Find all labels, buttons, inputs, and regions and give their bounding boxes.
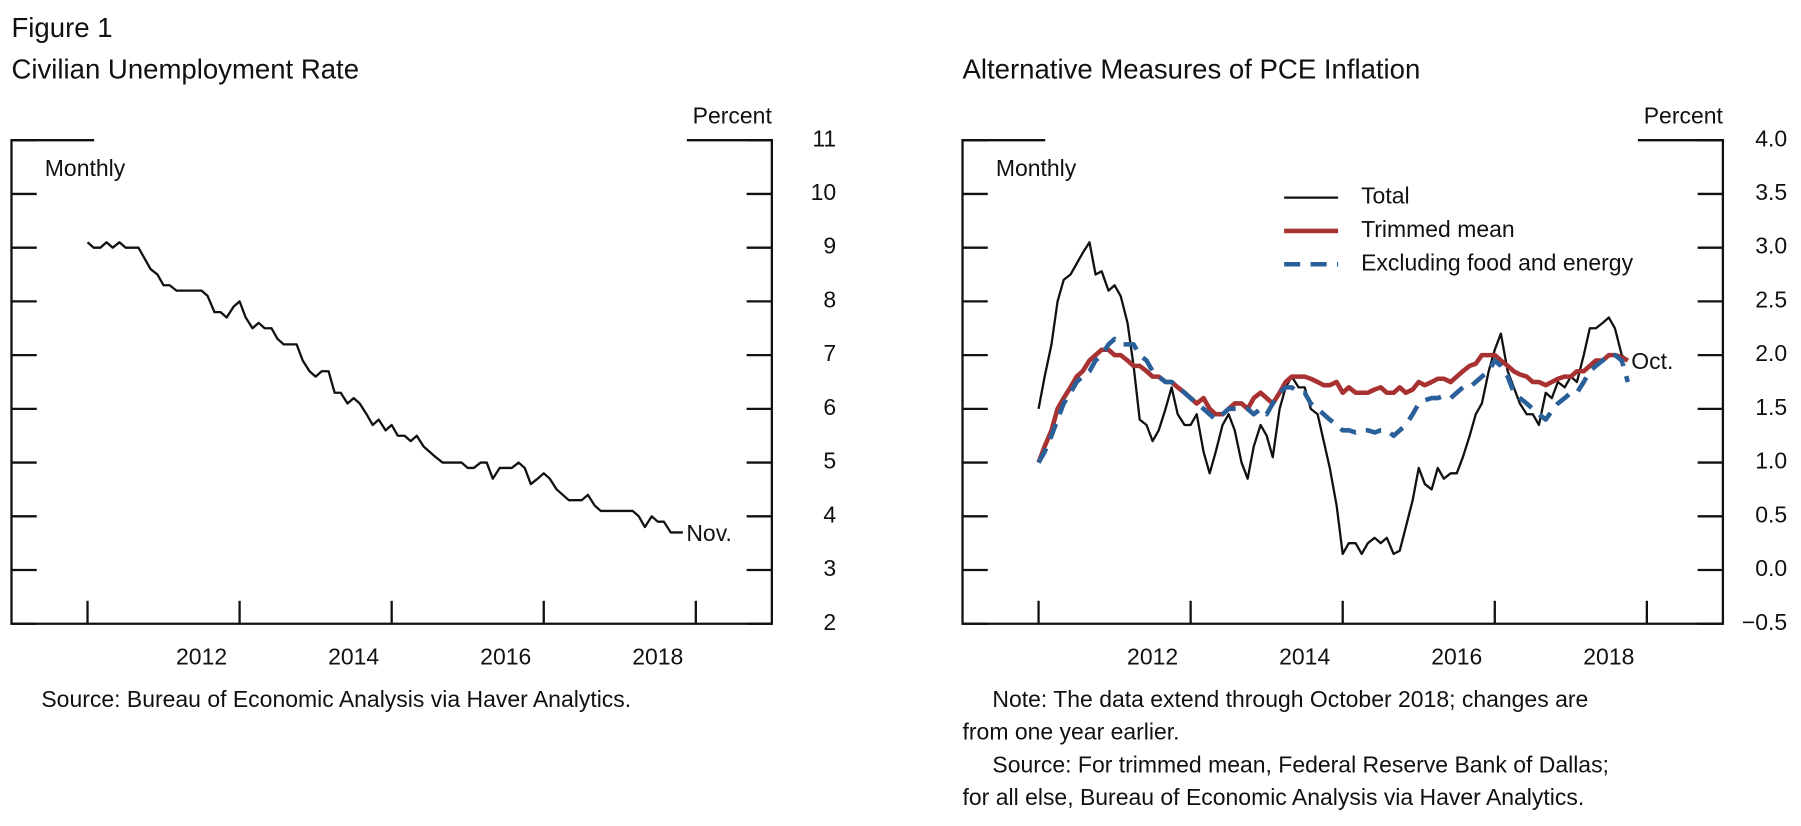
x-tick-label: 2018	[632, 643, 683, 669]
data-line	[1037, 241, 1629, 556]
y-tick-label: 4	[823, 501, 836, 527]
y-tick-label: 2.0	[1755, 340, 1787, 366]
y-tick-label: 1.5	[1755, 394, 1787, 420]
legend-label: Excluding food and energy	[1361, 249, 1634, 275]
legend-label: Total	[1361, 183, 1410, 209]
y-tick-label: 6	[823, 394, 836, 420]
plot-frame	[10, 139, 774, 625]
y-tick-label: 4.0	[1755, 125, 1787, 151]
y-tick-label: 7	[823, 340, 836, 366]
x-tick-label: 2014	[328, 643, 379, 669]
legend-label: Trimmed mean	[1361, 216, 1515, 242]
frequency-note: Monthly	[45, 155, 126, 181]
y-unit: Percent	[693, 102, 773, 128]
y-tick-label: 3.5	[1755, 179, 1787, 205]
y-tick-label: 11	[812, 125, 836, 151]
end-label: Nov.	[686, 520, 732, 546]
y-tick-label: 9	[823, 233, 836, 259]
y-tick-label: 5	[823, 448, 836, 474]
x-tick-label: 2012	[1127, 643, 1178, 669]
source-note: Note: The data extend through October 20…	[992, 686, 1588, 712]
source-note: Source: For trimmed mean, Federal Reserv…	[992, 751, 1609, 777]
y-tick-label: 3	[823, 555, 836, 581]
y-tick-label: 0.5	[1755, 501, 1787, 527]
frequency-note: Monthly	[996, 155, 1077, 181]
source-note: for all else, Bureau of Economic Analysi…	[963, 784, 1585, 810]
y-tick-label: 3.0	[1755, 233, 1787, 259]
y-tick-label: 0.0	[1755, 555, 1787, 581]
source-note: from one year earlier.	[963, 719, 1180, 745]
y-tick-label: 10	[811, 179, 837, 205]
x-tick-label: 2018	[1583, 643, 1634, 669]
y-tick-label: 2	[823, 609, 836, 635]
chart-title: Civilian Unemployment Rate	[11, 54, 359, 85]
y-tick-label: 1.0	[1755, 448, 1787, 474]
x-tick-label: 2016	[1431, 643, 1482, 669]
x-tick-label: 2012	[176, 643, 227, 669]
data-line	[86, 241, 683, 534]
y-unit: Percent	[1644, 102, 1724, 128]
figure-label: Figure 1	[11, 12, 112, 43]
data-line	[1036, 336, 1631, 464]
y-tick-label: 8	[823, 286, 836, 312]
data-line	[1036, 347, 1629, 464]
x-tick-label: 2016	[480, 643, 531, 669]
y-tick-label: −0.5	[1742, 609, 1787, 635]
y-tick-label: 2.5	[1755, 286, 1787, 312]
x-tick-label: 2014	[1279, 643, 1330, 669]
source-note: Source: Bureau of Economic Analysis via …	[41, 686, 631, 712]
chart-title: Alternative Measures of PCE Inflation	[963, 54, 1421, 85]
end-label: Oct.	[1631, 348, 1673, 374]
